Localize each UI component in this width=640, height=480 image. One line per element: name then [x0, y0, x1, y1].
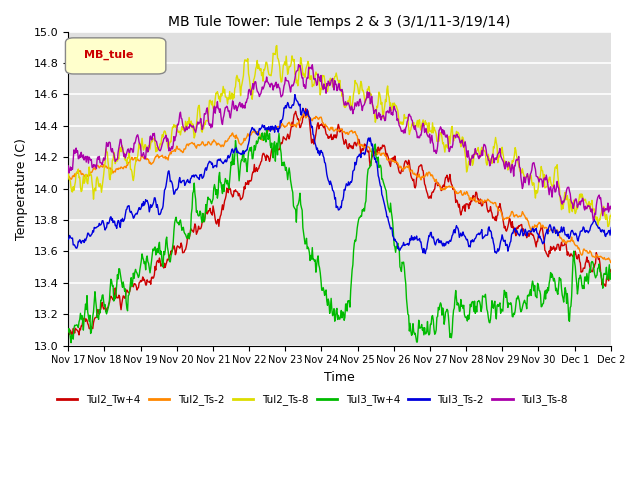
Text: MB_tule: MB_tule	[84, 50, 134, 60]
FancyBboxPatch shape	[65, 38, 166, 74]
Y-axis label: Temperature (C): Temperature (C)	[15, 138, 28, 240]
Legend: Tul2_Tw+4, Tul2_Ts-2, Tul2_Ts-8, Tul3_Tw+4, Tul3_Ts-2, Tul3_Ts-8: Tul2_Tw+4, Tul2_Ts-2, Tul2_Ts-8, Tul3_Tw…	[52, 390, 572, 409]
X-axis label: Time: Time	[324, 371, 355, 384]
Title: MB Tule Tower: Tule Temps 2 & 3 (3/1/11-3/19/14): MB Tule Tower: Tule Temps 2 & 3 (3/1/11-…	[168, 15, 511, 29]
